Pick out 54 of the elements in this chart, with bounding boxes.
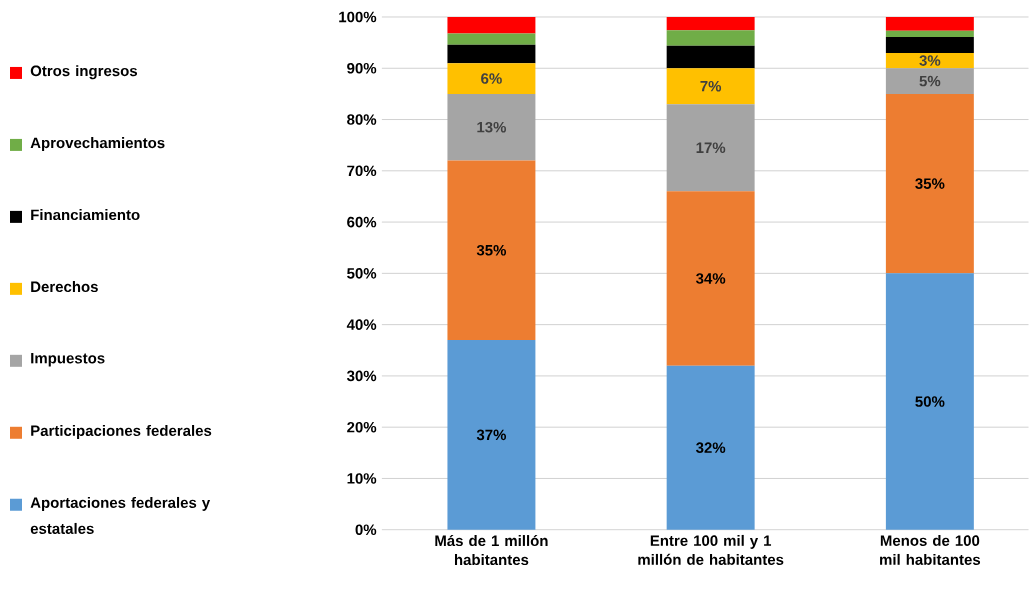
bar: [885, 30, 974, 38]
y-tick-label: 10%: [347, 473, 377, 484]
data-label: 34%: [695, 273, 726, 284]
y-tick-label: 40%: [346, 319, 377, 331]
bar: [885, 53, 974, 69]
legend-label: Financiamiento: [31, 209, 140, 221]
y-tick-label: 70%: [347, 165, 377, 177]
y-tick-label: 50%: [347, 268, 377, 279]
y-tick-label: 60%: [347, 216, 377, 228]
data-label: 6%: [481, 73, 502, 84]
legend-label: Aprovechamientos: [30, 137, 165, 152]
data-label: 7%: [700, 81, 722, 92]
bar: [666, 17, 755, 31]
y-tick-label: 90%: [347, 63, 377, 74]
x-tick-label: Menos de 100 mil habitantes: [880, 535, 981, 566]
bar: [885, 37, 974, 54]
bar: [447, 340, 536, 530]
legend-label: Otros ingresos: [30, 65, 138, 80]
bar: [447, 44, 536, 64]
bar: [666, 365, 755, 530]
bar: [666, 104, 755, 192]
data-label: 37%: [476, 429, 507, 441]
legend-label: Impuestos: [31, 353, 105, 367]
bar: [666, 45, 755, 69]
bar: [885, 273, 974, 530]
data-label: 35%: [476, 245, 507, 256]
bar: [666, 30, 755, 46]
data-label: 17%: [696, 142, 726, 154]
bar: [447, 94, 536, 161]
bar: [447, 63, 536, 95]
bar: [447, 17, 536, 34]
y-tick-label: 30%: [346, 370, 377, 382]
y-tick-label: 0%: [355, 524, 377, 536]
bar: [885, 94, 974, 274]
bar: [666, 68, 755, 105]
legend-label: Aportaciones federales y estatales: [30, 497, 211, 535]
data-label: 50%: [915, 396, 945, 407]
bar: [447, 160, 536, 341]
data-label: 32%: [695, 442, 726, 454]
data-label: 5%: [919, 75, 941, 87]
data-label: 13%: [477, 122, 507, 133]
y-tick-label: 80%: [347, 114, 377, 125]
data-label: 3%: [919, 55, 941, 67]
legend-label: Derechos: [31, 281, 98, 293]
bar: [885, 17, 974, 31]
bar: [885, 68, 974, 95]
bar: [447, 33, 536, 45]
y-tick-label: 100%: [339, 11, 377, 23]
x-tick-label: Entre 100 mil y 1 millón de habitantes: [638, 535, 784, 566]
x-tick-label: Más de 1 millón habitantes: [435, 535, 548, 566]
bar: [666, 191, 755, 366]
data-label: 35%: [915, 178, 945, 190]
y-tick-label: 20%: [347, 422, 377, 433]
legend-label: Participaciones federales: [31, 425, 212, 440]
